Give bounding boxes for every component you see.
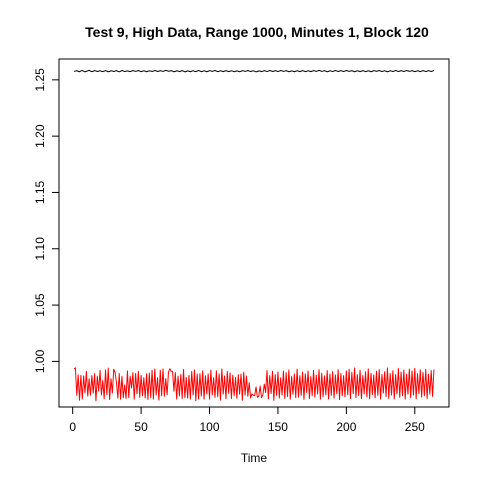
x-tick-label: 250 xyxy=(405,420,425,434)
x-axis-label: Time xyxy=(241,451,268,465)
x-tick-label: 200 xyxy=(336,420,356,434)
y-tick-label: 1.15 xyxy=(33,180,47,204)
x-axis: 0 50 100 150 200 250 xyxy=(69,406,425,434)
y-tick-label: 1.25 xyxy=(33,68,47,92)
y-tick-label: 1.05 xyxy=(33,293,47,317)
x-tick-label: 50 xyxy=(134,420,148,434)
x-tick-label: 0 xyxy=(69,420,76,434)
chart-title: Test 9, High Data, Range 1000, Minutes 1… xyxy=(85,24,429,40)
x-tick-label: 150 xyxy=(268,420,288,434)
series-line-2 xyxy=(73,367,435,402)
y-tick-label: 1.20 xyxy=(33,124,47,148)
series-line-1 xyxy=(73,69,435,73)
x-tick-label: 100 xyxy=(200,420,220,434)
plot-frame xyxy=(58,58,450,408)
y-tick-label: 1.10 xyxy=(33,237,47,261)
y-tick-label: 1.00 xyxy=(33,349,47,373)
y-axis: 1.00 1.05 1.10 1.15 1.20 1.25 xyxy=(33,68,60,373)
series-layer xyxy=(73,69,435,402)
